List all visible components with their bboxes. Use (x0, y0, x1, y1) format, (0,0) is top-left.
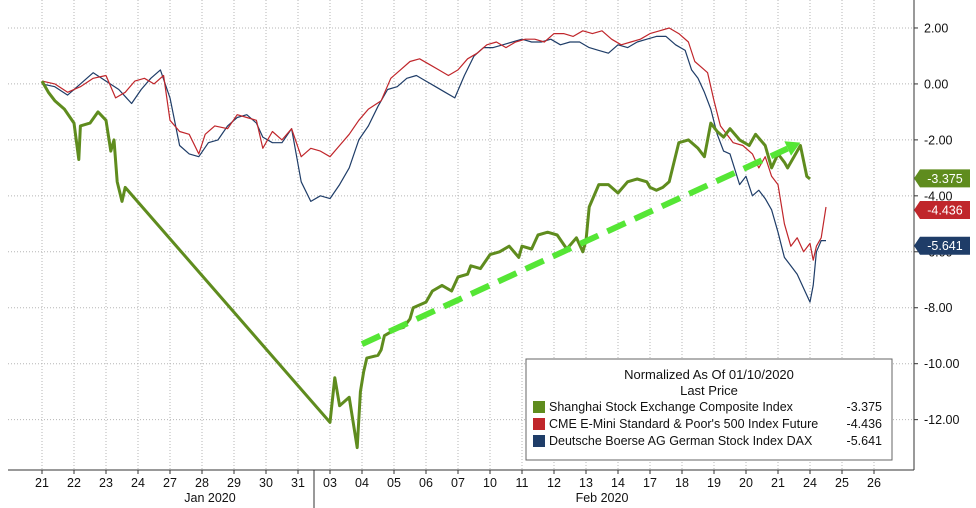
last-value-tag-sp500: -4.436 (914, 201, 970, 220)
x-tick-label: 24 (131, 476, 145, 490)
x-tick-label: 11 (516, 476, 529, 490)
legend-entry-shanghai: Shanghai Stock Exchange Composite Index (549, 400, 794, 414)
series-line-sp500 (41, 27, 827, 261)
trendline (360, 145, 789, 347)
legend-value-shanghai: -3.375 (847, 400, 882, 414)
x-tick-label: 03 (323, 476, 337, 490)
legend-box (525, 358, 893, 461)
x-tick-label: 14 (611, 476, 625, 490)
x-tick-label: 24 (803, 476, 817, 490)
y-tick-label: -4.00 (924, 189, 953, 203)
last-value-tag-text: -5.641 (927, 239, 962, 253)
x-tick-label: 29 (227, 476, 241, 490)
x-tick-label: 10 (483, 476, 497, 490)
legend-swatch-sp500 (533, 418, 545, 430)
last-value-tags: -3.375 -4.436 -5.641 (914, 169, 970, 255)
y-tick-label: 2.00 (924, 21, 948, 35)
x-month-label-feb: Feb 2020 (576, 491, 629, 505)
series-line-shanghai (40, 80, 811, 450)
x-tick-label: 30 (259, 476, 273, 490)
x-tick-label: 18 (675, 476, 689, 490)
legend-value-sp500: -4.436 (847, 417, 882, 431)
x-tick-label: 21 (35, 476, 49, 490)
legend-entry-sp500: CME E-Mini Standard & Poor's 500 Index F… (549, 417, 818, 431)
y-tick-label: -10.00 (924, 357, 959, 371)
plot-area (40, 27, 827, 450)
x-tick-label: 27 (163, 476, 177, 490)
x-tick-label: 05 (387, 476, 401, 490)
x-tick-label: 25 (835, 476, 849, 490)
y-tick-label: -12.00 (924, 413, 959, 427)
legend-entry-dax: Deutsche Boerse AG German Stock Index DA… (549, 434, 813, 448)
x-tick-label: 28 (195, 476, 209, 490)
x-axis: 21 22 23 24 27 28 29 30 31 03 04 05 06 07 10 11 12 13 14 17… (8, 469, 914, 508)
x-month-label-jan: Jan 2020 (184, 491, 235, 505)
x-tick-label: 23 (99, 476, 113, 490)
x-tick-label: 26 (867, 476, 881, 490)
y-tick-label: -2.00 (924, 133, 953, 147)
legend-swatch-shanghai (533, 401, 545, 413)
last-value-tag-shanghai: -3.375 (914, 169, 970, 188)
x-tick-label: 20 (739, 476, 753, 490)
x-tick-label: 04 (355, 476, 369, 490)
x-tick-label: 19 (707, 476, 721, 490)
last-value-tag-text: -4.436 (927, 204, 962, 218)
last-value-tag-bg (914, 236, 970, 255)
x-tick-label: 17 (643, 476, 657, 490)
last-value-tag-text: -3.375 (927, 172, 962, 186)
legend-subtitle: Last Price (680, 383, 738, 398)
x-tick-label: 12 (547, 476, 561, 490)
trendline-arrowhead (784, 141, 801, 156)
x-tick-label: 31 (291, 476, 305, 490)
legend-title: Normalized As Of 01/10/2020 (624, 367, 794, 382)
grid (8, 0, 914, 470)
x-tick-label: 22 (67, 476, 81, 490)
last-value-tag-bg (914, 201, 970, 220)
y-tick-label: 0.00 (924, 77, 948, 91)
y-tick-label: -8.00 (924, 301, 953, 315)
x-tick-label: 13 (579, 476, 593, 490)
last-value-tag-bg (914, 169, 970, 188)
x-tick-label: 07 (451, 476, 465, 490)
legend-swatch-dax (533, 435, 545, 447)
legend-value-dax: -5.641 (847, 434, 882, 448)
x-tick-label: 21 (771, 476, 785, 490)
last-value-tag-dax: -5.641 (914, 236, 970, 255)
x-tick-label: 06 (419, 476, 433, 490)
y-axis: 2.000.00-2.00-4.00-6.00-8.00-10.00-12.00 (913, 0, 959, 470)
legend: Normalized As Of 01/10/2020 Last Price S… (525, 358, 893, 461)
